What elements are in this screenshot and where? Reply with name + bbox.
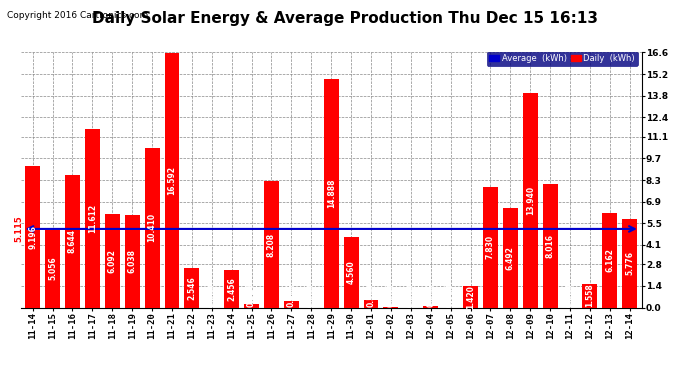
Bar [224,270,239,308]
Text: 6.092: 6.092 [108,249,117,273]
Bar [264,182,279,308]
Bar [85,129,100,308]
Bar [184,268,199,308]
Bar [423,306,438,308]
Text: 0.214: 0.214 [247,283,256,307]
Bar [164,53,179,308]
Text: 0.096: 0.096 [426,283,435,307]
Bar [384,307,398,308]
Bar [364,300,379,307]
Text: 1.420: 1.420 [466,285,475,309]
Text: 2.456: 2.456 [227,277,236,300]
Text: 16.592: 16.592 [168,165,177,195]
Text: 5.056: 5.056 [48,257,57,280]
Bar [582,284,598,308]
Bar [622,219,638,308]
Text: 7.830: 7.830 [486,235,495,260]
Text: 11.612: 11.612 [88,204,97,233]
Bar [542,184,558,308]
Bar [244,304,259,307]
Bar [25,166,40,308]
Text: 0.000: 0.000 [307,283,316,307]
Text: 0.000: 0.000 [207,283,216,307]
Legend: Average  (kWh), Daily  (kWh): Average (kWh), Daily (kWh) [486,52,638,66]
Bar [65,175,80,308]
Text: 2.546: 2.546 [188,276,197,300]
Text: 5.115: 5.115 [14,216,23,242]
Text: 8.016: 8.016 [546,234,555,258]
Text: 10.410: 10.410 [148,213,157,242]
Bar [503,208,518,308]
Bar [602,213,618,308]
Text: 6.038: 6.038 [128,249,137,273]
Text: 0.416: 0.416 [287,283,296,307]
Bar [105,214,120,308]
Text: 14.888: 14.888 [326,178,336,208]
Bar [145,148,159,308]
Text: 6.492: 6.492 [506,246,515,270]
Text: 0.000: 0.000 [446,283,455,307]
Text: 0.000: 0.000 [406,283,415,307]
Text: 0.000: 0.000 [566,283,575,307]
Text: Daily Solar Energy & Average Production Thu Dec 15 16:13: Daily Solar Energy & Average Production … [92,11,598,26]
Text: 0.500: 0.500 [366,283,375,307]
Bar [344,237,359,308]
Bar [523,93,538,308]
Text: 8.208: 8.208 [267,232,276,256]
Text: 1.558: 1.558 [585,284,595,308]
Bar [483,187,498,308]
Text: Copyright 2016 Cartronics.com: Copyright 2016 Cartronics.com [7,11,148,20]
Text: 0.060: 0.060 [386,283,395,307]
Text: 4.560: 4.560 [346,261,355,284]
Bar [125,215,139,308]
Bar [463,286,478,308]
Bar [324,79,339,308]
Text: 6.162: 6.162 [605,248,614,272]
Text: 8.644: 8.644 [68,229,77,253]
Text: 9.196: 9.196 [28,225,37,249]
Bar [284,301,299,307]
Bar [45,230,60,308]
Text: 13.940: 13.940 [526,186,535,215]
Text: 5.776: 5.776 [625,251,634,275]
